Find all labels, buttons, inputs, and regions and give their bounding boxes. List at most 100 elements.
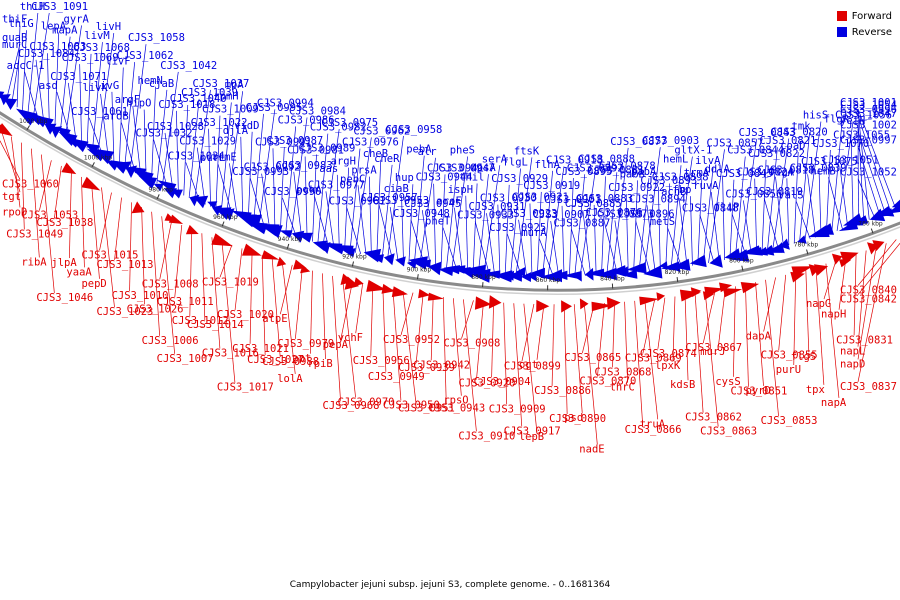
reverse-gene [341,248,356,258]
reverse-leader [529,203,533,276]
forward-gene-label: jlpA [51,257,77,269]
legend-reverse: Reverse [836,24,892,40]
reverse-gene-label: djlA [223,125,249,137]
reverse-gene-label: ilvA [695,155,721,167]
reverse-leader [188,98,200,198]
forward-gene-label: CJS3_0853 [761,415,818,427]
reverse-gene-label: CJS3_0883 [576,193,633,205]
forward-gene-label: CJS3_0831 [836,334,893,346]
forward-gene [261,250,280,260]
forward-leader [672,296,676,361]
tick-label: 760 kbp [858,221,883,228]
forward-gene [276,256,287,267]
forward-gene-label: CJS3_1007 [157,353,214,365]
forward-gene-label: purU [776,364,801,376]
forward-gene-label: thrC [610,382,635,394]
reverse-gene-label: CJS3_0887 [553,217,610,229]
reverse-gene-label: valS [778,190,803,202]
reverse-gene-label: CJS3_1042 [160,60,217,72]
reverse-leader [579,165,597,277]
reverse-gene-label: livK [83,82,109,94]
reverse-gene-label: CJS3_0856 [725,188,782,200]
reverse-leader [220,102,232,211]
forward-gene-label: CJS3_1023 [96,306,153,318]
reverse-leader [633,180,638,273]
reverse-leader [121,122,136,174]
reverse-gene [483,270,501,279]
forward-gene-label: rpsO [443,395,468,407]
forward-gene-label: CJS3_0862 [685,412,742,424]
reverse-leader [574,174,586,277]
forward-gene-label: rpiB [307,358,332,370]
forward-leader [642,298,656,354]
forward-gene-label: napH [821,309,846,321]
reverse-leader [16,25,21,108]
reverse-gene-label: livH [96,21,121,33]
reverse-leader [836,121,854,231]
reverse-leader [249,178,265,227]
reverse-gene-label: CJS3_0896 [618,209,675,221]
forward-gene-label: CJS3_1014 [187,319,244,331]
reverse-leader [24,71,39,121]
forward-leader [99,192,112,251]
reverse-gene-label: CJS3_1084 [18,48,75,60]
reverse-gene-label: thiH [20,1,45,13]
reverse-leader [804,121,822,241]
forward-leader [340,280,353,341]
reverse-gene-label: CJS3_0907 [533,209,590,221]
forward-gene-label: ribA [21,256,47,268]
reverse-gene-label: cheB [363,148,388,160]
reverse-gene-label: CJS3_1037 [192,78,249,90]
forward-gene [872,240,885,252]
forward-gene-label: pepD [81,278,106,290]
forward-leader [295,267,303,339]
forward-leader [400,292,414,335]
reverse-gene-label: aroF [436,196,461,208]
forward-gene-label: ychF [338,332,363,344]
forward-gene-label: CJS3_0968 [323,400,380,412]
forward-gene [391,286,408,298]
reverse-leader [857,111,870,220]
reverse-leader [740,138,757,257]
forward-leader [174,224,183,298]
forward-gene-label: CJS3_0951 [398,402,455,414]
reverse-gene-label: CJS3_0981 [287,145,344,157]
reverse-leader [413,155,425,265]
reverse-leader [593,204,597,276]
forward-gene-label: CJS3_1060 [2,179,59,191]
forward-leader [69,171,72,259]
reverse-gene-label: CJS3_0892 [567,162,624,174]
reverse-leader [550,220,560,277]
forward-gene [81,176,101,191]
forward-leader [624,301,628,383]
reverse-leader [67,82,77,143]
tick-label: 840 kbp [600,276,625,283]
reverse-gene [93,148,115,164]
reverse-leader [454,207,463,272]
reverse-gene-label: CJS3_0819 [746,186,803,198]
reverse-leader [603,218,618,275]
forward-leader [141,207,145,305]
reverse-gene-label: CJS3_1070 [812,138,869,150]
reverse-gene-label: hisS [803,110,828,122]
reverse-leader [217,164,233,216]
forward-gene-label: CJS3_1012 [172,315,229,327]
tick-mark [91,162,95,167]
reverse-gene-label: CJS3_1001 [840,97,897,109]
forward-leader [563,304,568,415]
reverse-leader [465,195,469,272]
reverse-gene-label: thiG [8,18,33,30]
forward-gene-label: CJS3_0874 [640,348,697,360]
reverse-leader [118,67,124,166]
forward-gene-label: CJS3_1049 [6,228,63,240]
tick-mark [806,249,809,255]
forward-gene-label: CJS3_0979 [277,338,334,350]
reverse-gene-label: CJS3_0918 [546,154,603,166]
forward-gene [639,296,660,306]
reverse-gene-label: rpsA [470,162,496,174]
reverse-gene-label: alr [418,146,437,158]
reverse-gene-label: CJS3_0983 [276,160,333,172]
forward-gene-label: CJS3_0869 [625,353,682,365]
forward-gene [704,286,724,297]
position-ticks: 1020 kbp 1000 kbp 980 kbp 960 kbp 940 kbp 920… [19,118,883,291]
